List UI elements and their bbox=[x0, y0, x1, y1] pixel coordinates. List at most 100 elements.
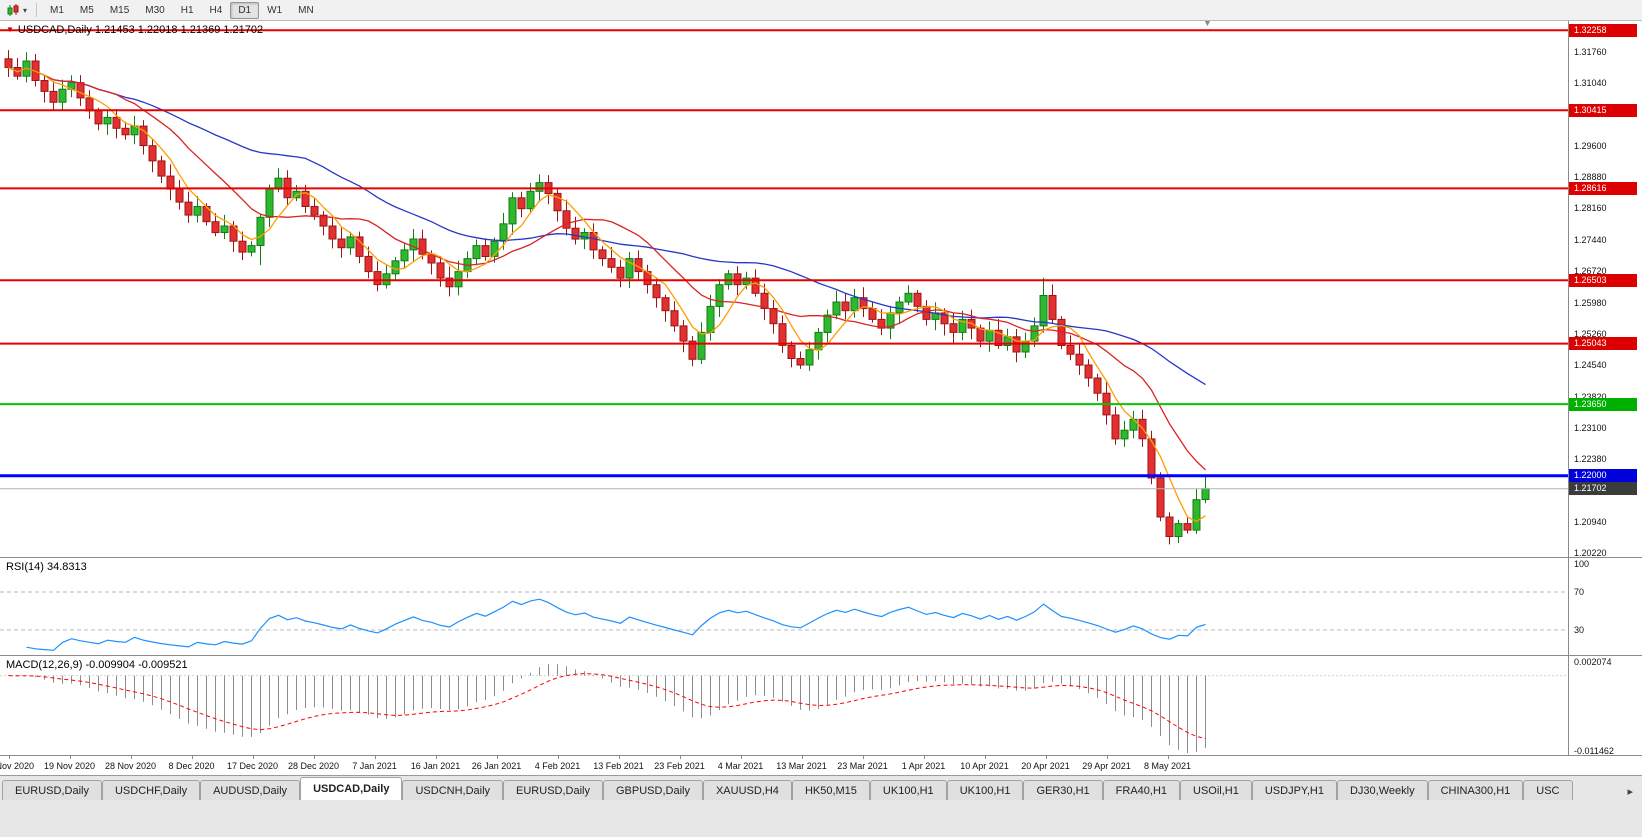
macd-axis: 0.002074 -0.011462 bbox=[1569, 656, 1642, 756]
chart-tab-ger30-h1[interactable]: GER30,H1 bbox=[1023, 780, 1103, 800]
chart-tab-hk50-m15[interactable]: HK50,M15 bbox=[791, 780, 870, 800]
resistance-price-tag: 1.26503 bbox=[1569, 273, 1637, 287]
date-tick bbox=[679, 756, 681, 759]
symbol-marker-icon: ▼ bbox=[6, 25, 14, 34]
toolbar-separator bbox=[36, 3, 38, 17]
date-tick bbox=[252, 756, 254, 759]
chart-tab-usdjpy-h1[interactable]: USDJPY,H1 bbox=[1251, 780, 1337, 800]
rsi-tick-label: 70 bbox=[1574, 587, 1585, 597]
resistance-price-tag: 1.32258 bbox=[1569, 23, 1637, 37]
chart-tab-fra40-h1[interactable]: FRA40,H1 bbox=[1102, 780, 1181, 800]
timeframe-button-h4[interactable]: H4 bbox=[209, 4, 223, 16]
timeframe-button-mn[interactable]: MN bbox=[298, 4, 314, 16]
date-label: 8 Dec 2020 bbox=[168, 761, 215, 771]
chart-title: ▼ USDCAD,Daily 1.21453 1.22018 1.21369 1.… bbox=[6, 24, 263, 36]
chart-tab-gbpusd-daily[interactable]: GBPUSD,Daily bbox=[603, 780, 703, 800]
chart-tab-xauusd-h4[interactable]: XAUUSD,H4 bbox=[702, 780, 792, 800]
price-tick-label: 1.25260 bbox=[1574, 329, 1607, 340]
price-tick-label: 1.25980 bbox=[1574, 297, 1607, 308]
timeframe-button-m5[interactable]: M5 bbox=[79, 4, 94, 16]
date-label: 1 Apr 2021 bbox=[901, 761, 946, 771]
main-chart-canvas[interactable] bbox=[0, 21, 1568, 557]
macd-label: MACD(12,26,9) -0.009904 -0.009521 bbox=[6, 659, 188, 671]
panel-divider[interactable] bbox=[0, 557, 1642, 558]
date-tick bbox=[1167, 756, 1169, 759]
date-tick bbox=[740, 756, 742, 759]
date-label: 7 Jan 2021 bbox=[352, 761, 397, 771]
price-axis[interactable]: 1.317601.310401.303201.296001.288801.281… bbox=[1569, 21, 1642, 559]
rsi-panel: RSI(14) 34.8313 bbox=[0, 558, 1568, 654]
date-label: 10 Apr 2021 bbox=[960, 761, 1009, 771]
price-tick-label: 1.23820 bbox=[1574, 392, 1607, 402]
macd-histogram bbox=[17, 664, 1206, 753]
date-label: 28 Dec 2020 bbox=[287, 761, 340, 771]
date-label: 23 Feb 2021 bbox=[654, 761, 705, 771]
date-tick bbox=[191, 756, 193, 759]
chevron-down-icon[interactable]: ▾ bbox=[23, 5, 28, 15]
rsi-canvas[interactable] bbox=[0, 558, 1568, 654]
tab-scroll-right-icon[interactable]: ▸ bbox=[1627, 786, 1633, 798]
ma-34-line bbox=[8, 66, 1206, 386]
price-tick-label: 1.31040 bbox=[1574, 78, 1607, 89]
chart-tab-uk100-h1[interactable]: UK100,H1 bbox=[946, 780, 1024, 800]
chart-area: ▼ USDCAD,Daily 1.21453 1.22018 1.21369 1.… bbox=[0, 21, 1642, 775]
support-price-tag: 1.22000 bbox=[1569, 469, 1637, 483]
date-tick bbox=[618, 756, 620, 759]
horizontal-levels bbox=[0, 29, 1568, 490]
chart-tab-usoil-h1[interactable]: USOil,H1 bbox=[1180, 780, 1252, 800]
date-tick bbox=[984, 756, 986, 759]
moving-averages bbox=[8, 66, 1206, 523]
resistance-price-tag: 1.25043 bbox=[1569, 337, 1637, 351]
chart-tab-uk100-h1[interactable]: UK100,H1 bbox=[869, 780, 947, 800]
timeframe-button-d1[interactable]: D1 bbox=[230, 1, 260, 19]
date-axis[interactable]: 10 Nov 2020 19 Nov 2020 28 Nov 2020 8 Dec 2… bbox=[0, 756, 1642, 775]
date-label: 28 Nov 2020 bbox=[104, 761, 157, 771]
date-label: 10 Nov 2020 bbox=[0, 761, 35, 771]
date-tick bbox=[496, 756, 498, 759]
chart-tab-usdcnh-daily[interactable]: USDCNH,Daily bbox=[402, 780, 504, 800]
timeframe-button-m15[interactable]: M15 bbox=[109, 4, 130, 16]
date-tick bbox=[1045, 756, 1047, 759]
macd-signal-line bbox=[8, 673, 1206, 740]
rsi-line bbox=[26, 598, 1206, 651]
bid-price-price-tag: 1.21702 bbox=[1569, 482, 1637, 496]
date-label: 16 Jan 2021 bbox=[410, 761, 461, 771]
chart-tab-usc[interactable]: USC bbox=[1523, 780, 1573, 800]
timeframe-button-m30[interactable]: M30 bbox=[145, 4, 165, 16]
date-tick bbox=[801, 756, 803, 759]
rsi-tick-label: 30 bbox=[1574, 625, 1585, 635]
axis-divider bbox=[1568, 21, 1569, 755]
timeframe-toolbar: ▾ M1 M5 M15 M30 H1 H4 D1 W1 MN bbox=[0, 0, 1642, 21]
timeframe-button-m1[interactable]: M1 bbox=[50, 4, 64, 16]
date-tick bbox=[1106, 756, 1108, 759]
resistance-price-tag: 1.30415 bbox=[1569, 103, 1637, 117]
date-label: 4 Feb 2021 bbox=[534, 761, 581, 771]
panel-divider[interactable] bbox=[0, 655, 1642, 656]
timeframe-button-w1[interactable]: W1 bbox=[267, 4, 283, 16]
date-tick bbox=[862, 756, 864, 759]
macd-panel: MACD(12,26,9) -0.009904 -0.009521 bbox=[0, 656, 1568, 754]
candlestick-glyph bbox=[7, 3, 19, 16]
chart-tab-china300-h1[interactable]: CHINA300,H1 bbox=[1427, 780, 1524, 800]
macd-canvas[interactable] bbox=[0, 656, 1568, 754]
date-tick bbox=[374, 756, 376, 759]
price-tick-label: 1.28880 bbox=[1574, 171, 1607, 182]
chart-tab-dj30-weekly[interactable]: DJ30,Weekly bbox=[1336, 780, 1428, 800]
chart-shift-marker-icon[interactable]: ▼ bbox=[1203, 21, 1212, 28]
chart-tab-usdchf-daily[interactable]: USDCHF,Daily bbox=[101, 780, 201, 800]
chart-tab-audusd-daily[interactable]: AUDUSD,Daily bbox=[200, 780, 301, 800]
price-tick-label: 1.20940 bbox=[1574, 516, 1607, 527]
chart-tab-eurusd-daily[interactable]: EURUSD,Daily bbox=[2, 780, 102, 800]
chart-tab-eurusd-daily[interactable]: EURUSD,Daily bbox=[503, 780, 603, 800]
date-label: 23 Mar 2021 bbox=[837, 761, 888, 771]
timeframe-button-h1[interactable]: H1 bbox=[180, 4, 194, 16]
resistance-price-tag: 1.28616 bbox=[1569, 181, 1637, 195]
chart-tab-usdcad-daily[interactable]: USDCAD,Daily bbox=[300, 777, 403, 800]
price-tick-label: 1.22380 bbox=[1574, 454, 1607, 465]
ma-13-line bbox=[8, 66, 1206, 471]
chart-type-icon[interactable] bbox=[6, 3, 20, 17]
date-label: 20 Apr 2021 bbox=[1021, 761, 1070, 771]
price-tick-label: 1.20220 bbox=[1574, 548, 1607, 559]
rsi-label: RSI(14) 34.8313 bbox=[6, 561, 87, 573]
